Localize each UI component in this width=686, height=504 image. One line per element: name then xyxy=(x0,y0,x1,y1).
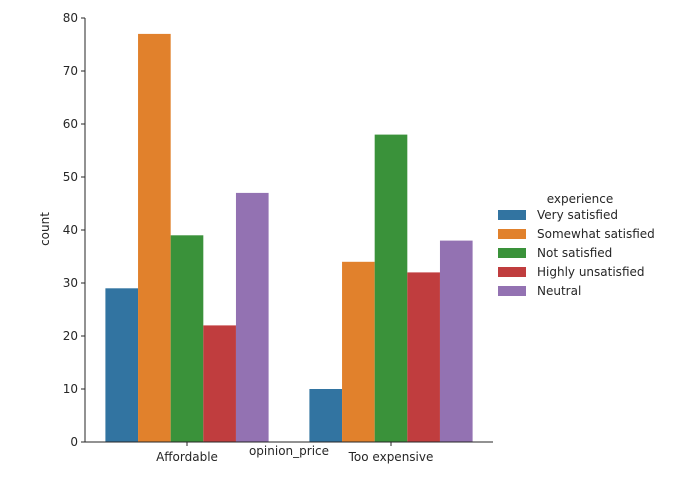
y-tick-label: 40 xyxy=(63,223,78,237)
y-tick-label: 80 xyxy=(63,11,78,25)
bar-affordable-neutral xyxy=(235,192,269,442)
legend-swatch xyxy=(498,267,526,277)
legend-label: Somewhat satisfied xyxy=(537,227,655,241)
x-tick-label: Too expensive xyxy=(348,450,434,464)
y-tick-label: 20 xyxy=(63,329,78,343)
bar-affordable-very-satisfied xyxy=(105,288,139,442)
x-axis-label: opinion_price xyxy=(249,444,329,458)
legend: experience Very satisfied Somewhat satisf… xyxy=(498,192,655,298)
y-tick-label: 0 xyxy=(70,435,78,449)
legend-label: Not satisfied xyxy=(537,246,612,260)
y-tick-label: 30 xyxy=(63,276,78,290)
bar-affordable-highly-unsatisfied xyxy=(203,325,236,442)
bar-too-expensive-somewhat-satisfied xyxy=(342,261,375,442)
bars-group xyxy=(105,33,473,443)
legend-swatch xyxy=(498,229,526,239)
bar-too-expensive-very-satisfied xyxy=(309,389,343,442)
y-tick-label: 10 xyxy=(63,382,78,396)
legend-title: experience xyxy=(547,192,614,206)
bar-too-expensive-neutral xyxy=(439,240,473,442)
legend-swatch xyxy=(498,248,526,258)
legend-swatch xyxy=(498,210,526,220)
y-axis-label: count xyxy=(38,212,52,246)
bar-too-expensive-not-satisfied xyxy=(374,134,408,442)
legend-swatch xyxy=(498,286,526,296)
bar-too-expensive-highly-unsatisfied xyxy=(407,272,440,442)
legend-label: Neutral xyxy=(537,284,581,298)
legend-label: Highly unsatisfied xyxy=(537,265,645,279)
axes-group: 0 10 20 30 40 50 60 70 80 Affordable Too expensive xyxy=(63,11,493,464)
y-tick-label: 50 xyxy=(63,170,78,184)
y-tick-label: 70 xyxy=(63,64,78,78)
y-tick-label: 60 xyxy=(63,117,78,131)
bar-affordable-somewhat-satisfied xyxy=(138,33,171,443)
bar-affordable-not-satisfied xyxy=(170,235,204,442)
legend-label: Very satisfied xyxy=(537,208,618,222)
x-tick-label: Affordable xyxy=(156,450,218,464)
